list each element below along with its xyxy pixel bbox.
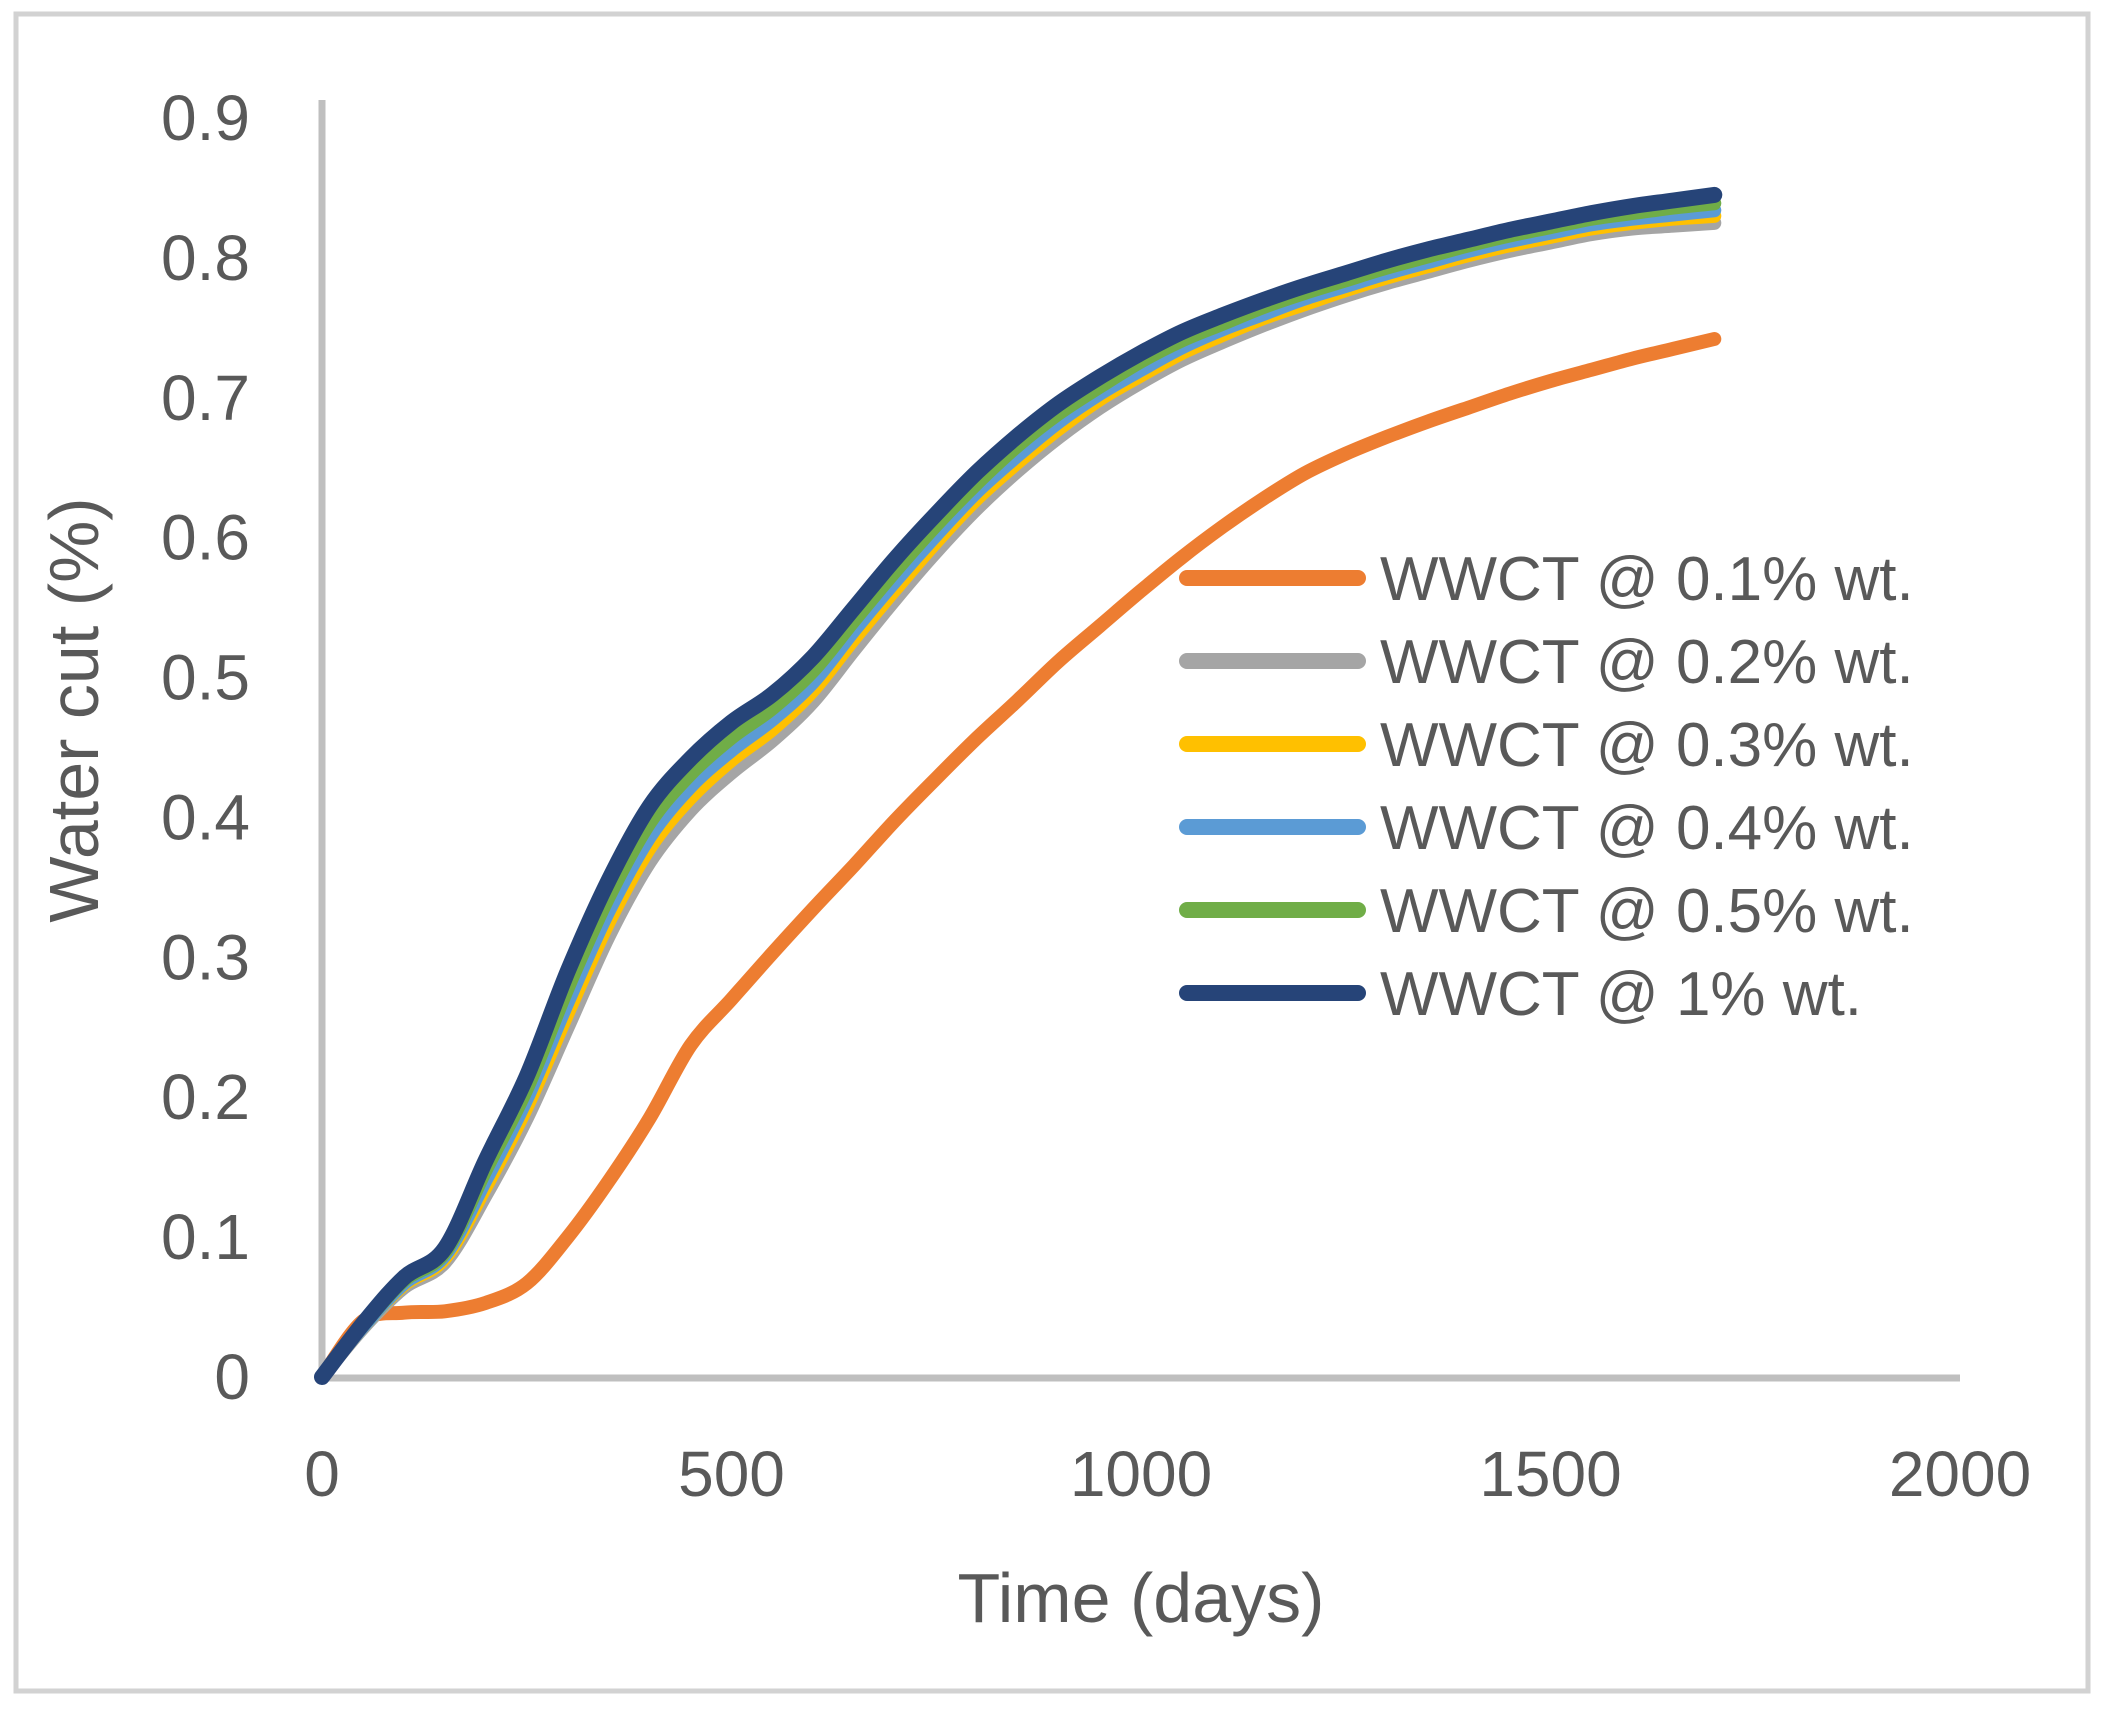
legend-item-wwct-1-pct: WWCT @ 1% wt. (1179, 960, 1862, 1029)
legend-label-wwct-0-4-pct: WWCT @ 0.4% wt. (1380, 794, 1914, 863)
y-axis-tick-labels: 0 0.1 0.2 0.3 0.4 0.5 0.6 0.7 0.8 0.9 (161, 82, 250, 1413)
x-tick-label: 0 (304, 1438, 340, 1510)
series-line-wwct-1-pct (314, 186, 1723, 1385)
series-lines (314, 186, 1723, 1385)
y-tick-label: 0.8 (161, 222, 250, 294)
legend-label-wwct-0-2-pct: WWCT @ 0.2% wt. (1380, 628, 1914, 697)
legend: WWCT @ 0.1% wt. WWCT @ 0.2% wt. WWCT @ 0.3… (1179, 545, 1914, 1029)
y-axis-title: Water cut (%) (35, 497, 113, 922)
y-tick-label: 0.2 (161, 1061, 250, 1133)
legend-label-wwct-0-5-pct: WWCT @ 0.5% wt. (1380, 877, 1914, 946)
y-tick-label: 0.9 (161, 82, 250, 154)
legend-label-wwct-1-pct: WWCT @ 1% wt. (1380, 960, 1862, 1029)
y-tick-label: 0.4 (161, 781, 250, 853)
y-tick-label: 0.5 (161, 642, 250, 714)
legend-item-wwct-0-3-pct: WWCT @ 0.3% wt. (1179, 711, 1914, 780)
x-tick-label: 1000 (1070, 1438, 1212, 1510)
series-line-wwct-0-1-pct (315, 332, 1722, 1384)
x-axis-tick-labels: 0 500 1000 1500 2000 (304, 1438, 2031, 1510)
series-line-wwct-0-5-pct (315, 196, 1722, 1384)
x-tick-label: 500 (678, 1438, 785, 1510)
y-tick-label: 0.3 (161, 921, 250, 993)
legend-item-wwct-0-1-pct: WWCT @ 0.1% wt. (1179, 545, 1914, 614)
y-tick-label: 0.7 (161, 362, 250, 434)
legend-label-wwct-0-3-pct: WWCT @ 0.3% wt. (1380, 711, 1914, 780)
y-tick-label: 0 (214, 1341, 250, 1413)
y-tick-label: 0.1 (161, 1201, 250, 1273)
x-axis-title: Time (days) (958, 1559, 1325, 1637)
x-tick-label: 2000 (1889, 1438, 2031, 1510)
figure-border (13, 11, 2091, 1694)
legend-label-wwct-0-1-pct: WWCT @ 0.1% wt. (1380, 545, 1914, 614)
y-tick-label: 0.6 (161, 502, 250, 574)
x-tick-label: 1500 (1479, 1438, 1621, 1510)
legend-item-wwct-0-2-pct: WWCT @ 0.2% wt. (1179, 628, 1914, 697)
legend-item-wwct-0-4-pct: WWCT @ 0.4% wt. (1179, 794, 1914, 863)
legend-item-wwct-0-5-pct: WWCT @ 0.5% wt. (1179, 877, 1914, 946)
